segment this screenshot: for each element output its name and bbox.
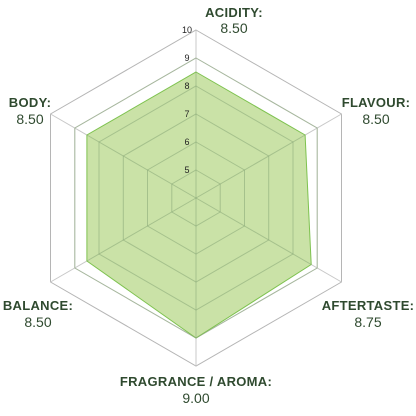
axis-label-4: BALANCE: (3, 298, 73, 313)
tick-label-7: 7 (184, 109, 189, 119)
axis-spoke-overlay-2 (195, 197, 312, 265)
axis-value-2: 8.75 (354, 314, 381, 330)
tick-label-8: 8 (184, 81, 189, 91)
axis-label-3: FRAGRANCE / AROMA: (120, 374, 272, 389)
axis-value-1: 8.50 (362, 111, 389, 127)
axis-label-2: AFTERTASTE: (322, 298, 415, 313)
radar-series (74, 57, 318, 339)
axis-label-1: FLAVOUR: (342, 95, 411, 110)
axis-value-3: 9.00 (182, 390, 209, 406)
radar-axis-labels: ACIDITY:8.50FLAVOUR:8.50AFTERTASTE:8.75F… (3, 5, 414, 406)
series-area (86, 71, 312, 339)
tick-label-9: 9 (184, 53, 189, 63)
axis-value-5: 8.50 (16, 111, 43, 127)
tick-label-5: 5 (184, 165, 189, 175)
axis-spoke-overlay-4 (86, 197, 197, 262)
tick-label-6: 6 (184, 137, 189, 147)
axis-spoke-overlay-5 (86, 134, 197, 199)
axis-value-4: 8.50 (24, 314, 51, 330)
tick-label-10: 10 (182, 25, 192, 35)
axis-label-0: ACIDITY: (205, 5, 263, 20)
axis-label-5: BODY: (9, 95, 51, 110)
radar-tick-labels: 5 6 7 8 9 10 (182, 25, 192, 175)
axis-spoke-overlay-1 (195, 134, 306, 199)
axis-value-0: 8.50 (220, 20, 247, 36)
